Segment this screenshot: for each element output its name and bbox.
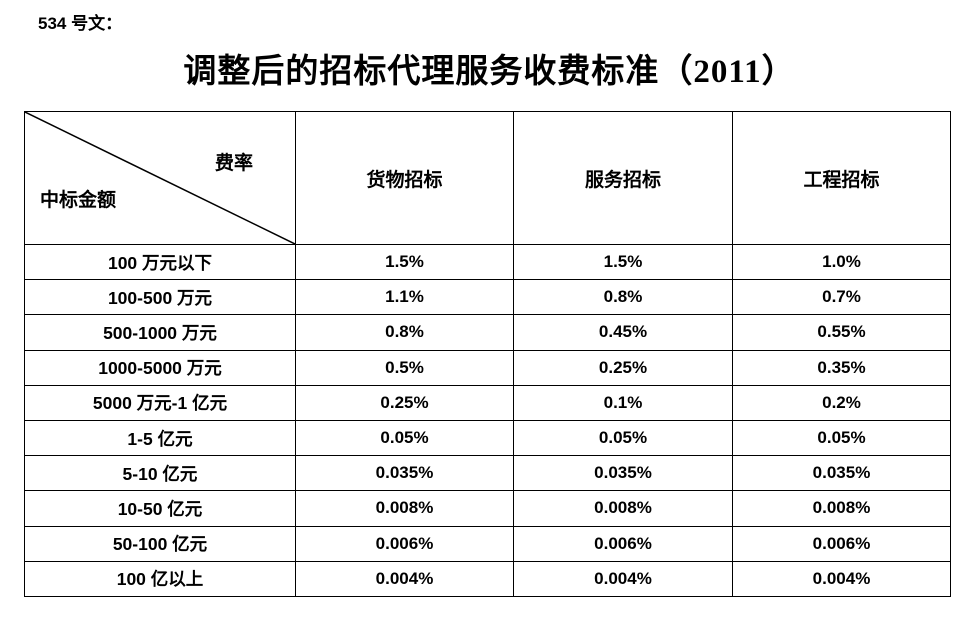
table-row: 100-500 万元 1.1% 0.8% 0.7% [24, 279, 951, 316]
rate-cell: 0.8% [295, 314, 514, 351]
table-row: 1-5 亿元 0.05% 0.05% 0.05% [24, 419, 951, 457]
row-label: 100-500 万元 [24, 279, 296, 316]
rate-cell: 0.35% [732, 349, 951, 386]
rate-cell: 0.7% [732, 279, 951, 316]
rate-cell: 0.8% [513, 279, 733, 316]
rate-cell: 0.004% [295, 560, 514, 598]
row-label: 100 亿以上 [24, 560, 296, 598]
corner-header-cell: 费率 中标金额 [24, 111, 296, 245]
rate-cell: 0.004% [732, 560, 951, 598]
rate-cell: 1.5% [295, 243, 514, 281]
page-title: 调整后的招标代理服务收费标准（2011） [183, 54, 796, 90]
rate-cell: 0.035% [732, 455, 951, 492]
row-label: 5000 万元-1 亿元 [24, 384, 296, 421]
rate-cell: 0.006% [295, 525, 514, 562]
doc-ref-label: 534 号文： [38, 14, 123, 33]
rate-cell: 0.035% [513, 455, 733, 492]
rate-cell: 0.008% [513, 490, 733, 527]
row-label: 5-10 亿元 [24, 455, 296, 492]
table-row: 50-100 亿元 0.006% 0.006% 0.006% [24, 525, 951, 562]
corner-label-bid-amount: 中标金额 [40, 190, 117, 211]
table-row: 1000-5000 万元 0.5% 0.25% 0.35% [24, 349, 951, 386]
table-row: 5-10 亿元 0.035% 0.035% 0.035% [24, 455, 951, 492]
row-label: 10-50 亿元 [24, 490, 296, 527]
rate-cell: 1.0% [732, 243, 951, 281]
table-row: 500-1000 万元 0.8% 0.45% 0.55% [24, 314, 951, 351]
rate-cell: 1.1% [295, 279, 514, 316]
rate-cell: 0.05% [513, 419, 733, 457]
rate-cell: 0.1% [513, 384, 733, 421]
row-label: 1000-5000 万元 [24, 349, 296, 386]
column-header-goods: 货物招标 [295, 111, 514, 245]
column-header-engineering: 工程招标 [732, 111, 951, 245]
row-label: 1-5 亿元 [24, 419, 296, 457]
table-row: 100 万元以下 1.5% 1.5% 1.0% [24, 243, 951, 281]
rate-cell: 0.008% [295, 490, 514, 527]
table-row: 100 亿以上 0.004% 0.004% 0.004% [24, 560, 951, 598]
table-row: 10-50 亿元 0.008% 0.008% 0.008% [24, 490, 951, 527]
rate-cell: 1.5% [513, 243, 733, 281]
rate-cell: 0.5% [295, 349, 514, 386]
rate-cell: 0.035% [295, 455, 514, 492]
row-label: 500-1000 万元 [24, 314, 296, 351]
rate-cell: 0.05% [295, 419, 514, 457]
rate-cell: 0.008% [732, 490, 951, 527]
rate-cell: 0.006% [513, 525, 733, 562]
rate-cell: 0.45% [513, 314, 733, 351]
row-label: 50-100 亿元 [24, 525, 296, 562]
fee-table: 费率 中标金额 货物招标 服务招标 工程招标 100 万元以下 1.5% 1.5… [24, 111, 951, 598]
rate-cell: 0.05% [732, 419, 951, 457]
rate-cell: 0.006% [732, 525, 951, 562]
corner-label-fee-rate: 费率 [214, 153, 253, 174]
diagonal-divider-line [25, 112, 295, 244]
header-row: 费率 中标金额 货物招标 服务招标 工程招标 [24, 111, 951, 245]
rate-cell: 0.25% [513, 349, 733, 386]
rate-cell: 0.2% [732, 384, 951, 421]
rate-cell: 0.55% [732, 314, 951, 351]
rate-cell: 0.004% [513, 560, 733, 598]
rate-cell: 0.25% [295, 384, 514, 421]
row-label: 100 万元以下 [24, 243, 296, 281]
table-row: 5000 万元-1 亿元 0.25% 0.1% 0.2% [24, 384, 951, 421]
column-header-services: 服务招标 [513, 111, 733, 245]
